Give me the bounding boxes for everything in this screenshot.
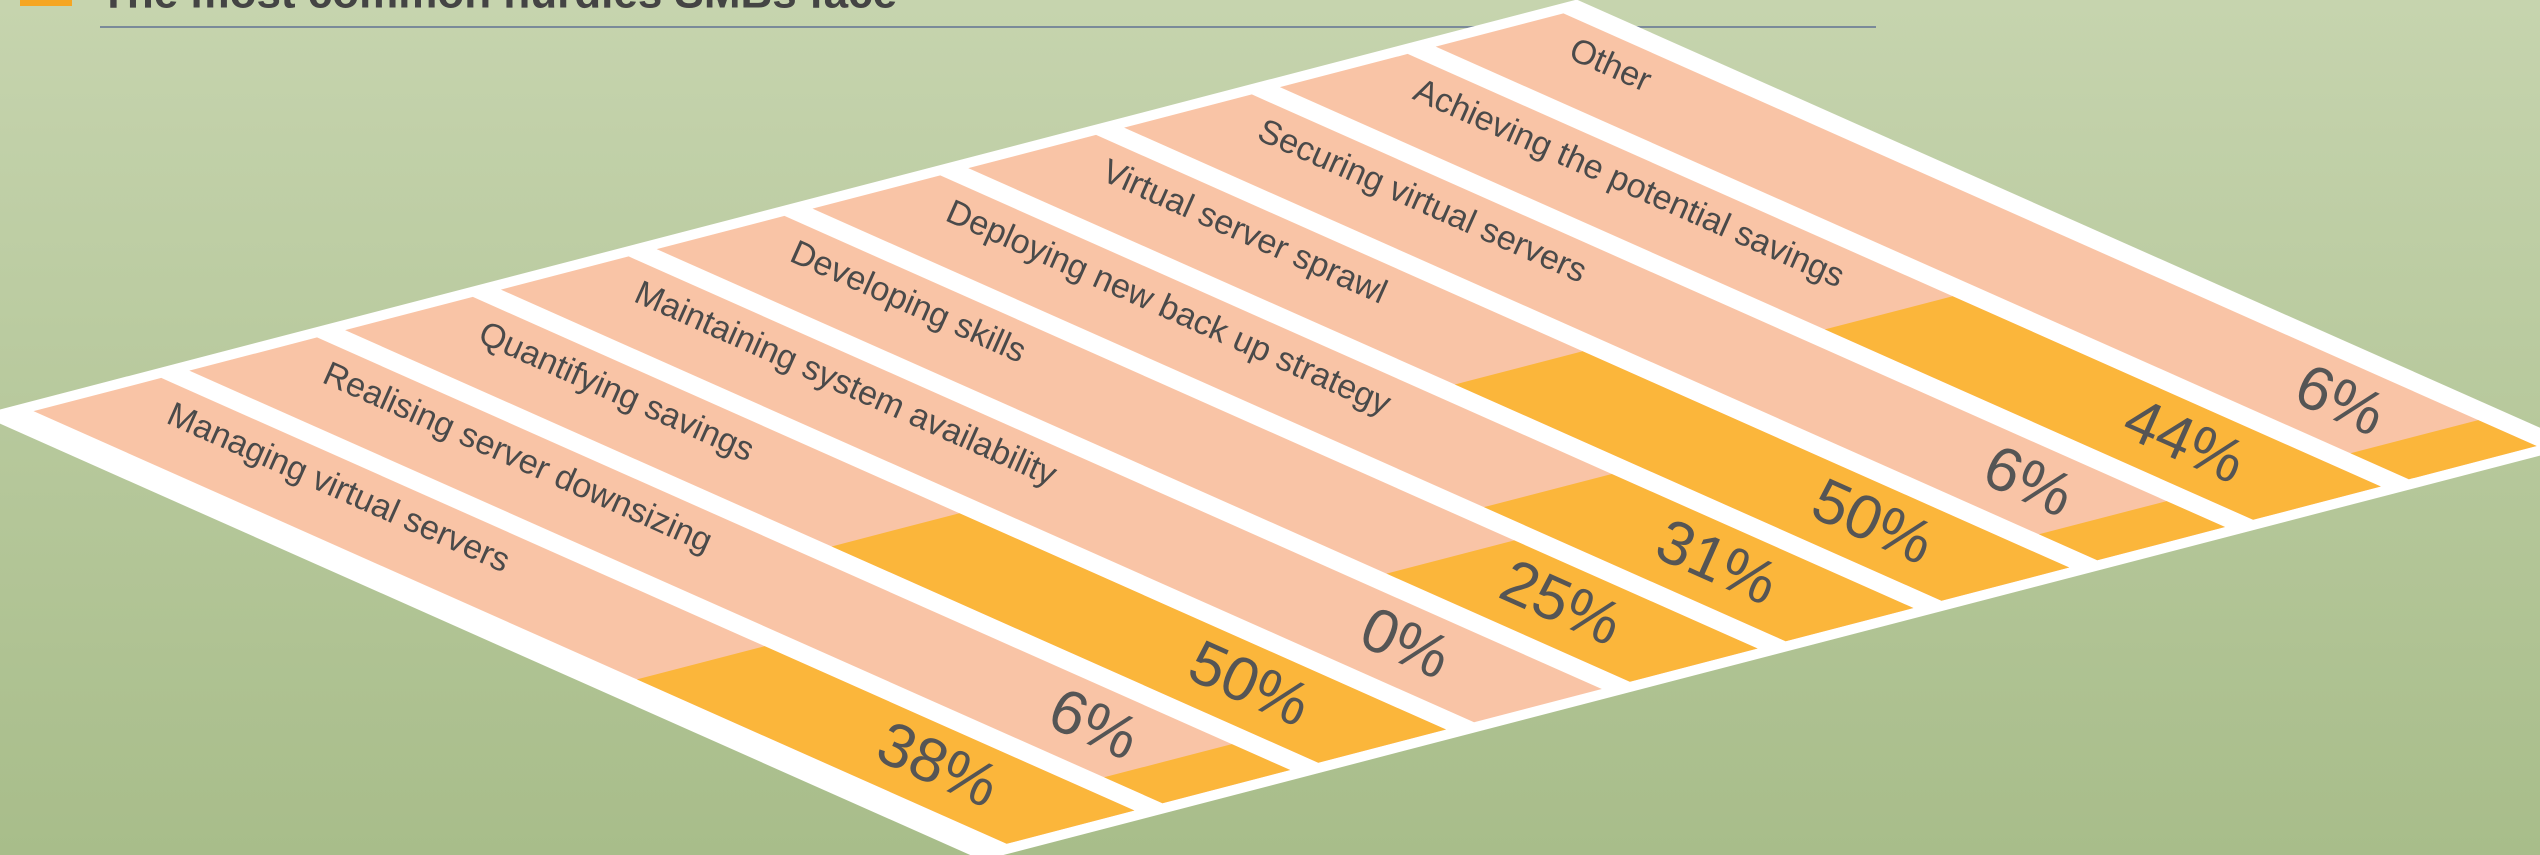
title-marker — [20, 0, 72, 6]
chart-title: The most common hurdles SMBs face — [100, 0, 897, 18]
chart: The most common hurdles SMBs face Managi… — [0, 0, 2540, 855]
